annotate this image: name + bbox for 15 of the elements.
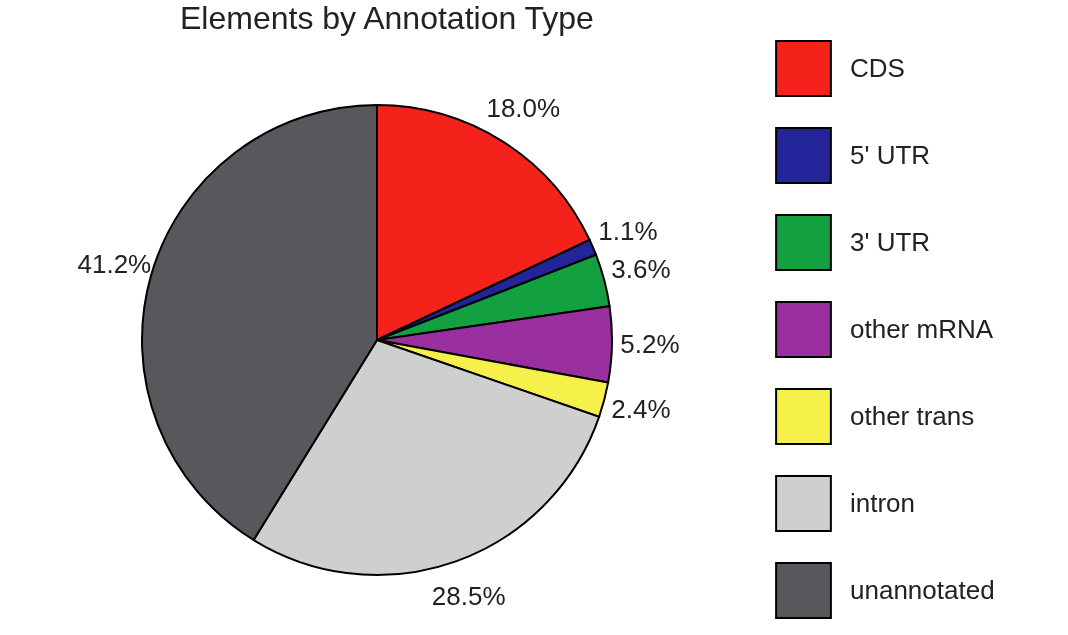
legend-label: 3' UTR [850, 226, 931, 257]
chart-title: Elements by Annotation Type [180, 0, 594, 36]
legend-label: intron [850, 487, 916, 518]
data-label: 3.6% [611, 254, 671, 285]
data-label: 18.0% [486, 93, 561, 124]
legend-label: CDS [850, 52, 905, 83]
legend-label: other trans [850, 400, 975, 431]
legend-label: 5' UTR [850, 139, 931, 170]
data-label: 5.2% [620, 329, 680, 360]
data-label: 28.5% [431, 581, 506, 612]
data-label: 1.1% [598, 216, 658, 247]
legend-label: unannotated [850, 574, 995, 605]
data-label: 2.4% [611, 393, 671, 424]
legend-label: other mRNA [850, 313, 994, 344]
data-label: 41.2% [77, 249, 152, 280]
